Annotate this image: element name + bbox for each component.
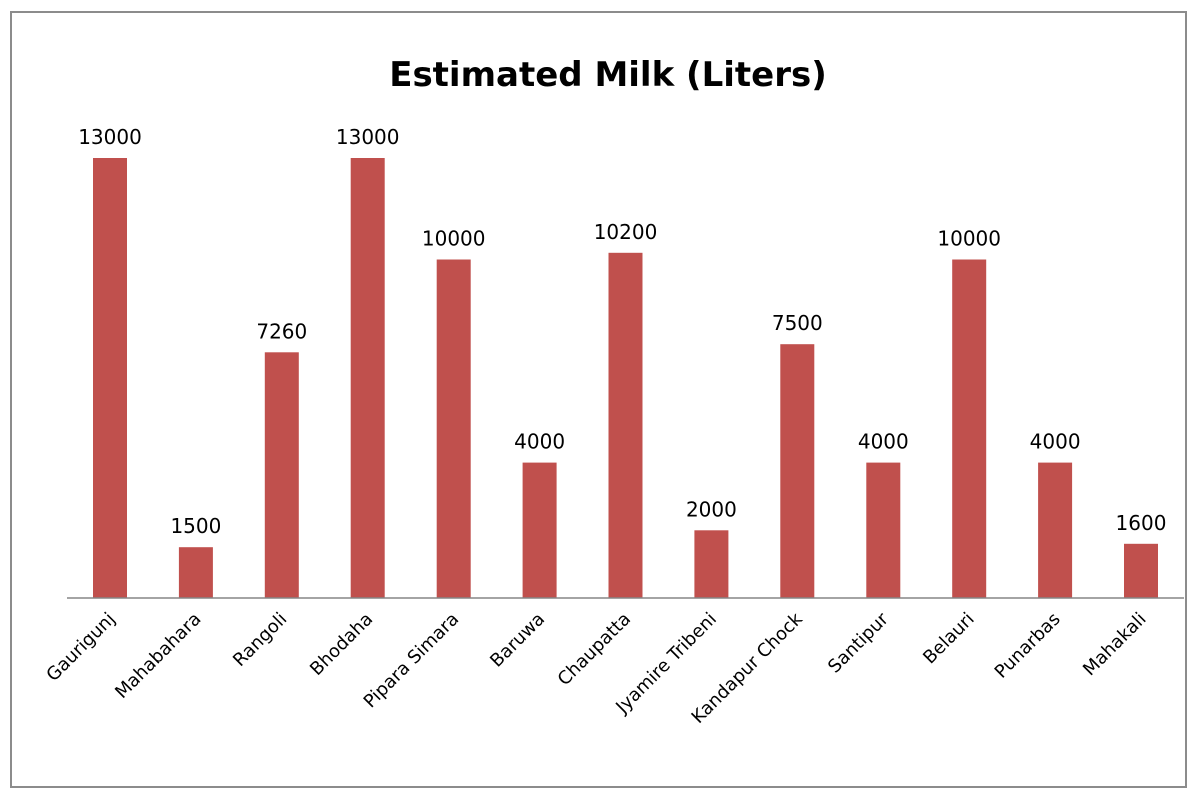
value-label-6: 10200	[594, 220, 658, 244]
category-label-12: Mahakali	[1079, 609, 1151, 681]
category-label-9: Santipur	[824, 608, 893, 677]
value-label-2: 7260	[256, 319, 307, 343]
bar-4	[436, 259, 471, 598]
chart-frame	[10, 11, 1187, 788]
bar-3	[350, 158, 385, 598]
category-label-3: Bhodaha	[306, 609, 377, 680]
category-label-0: Gaurigunj	[42, 609, 119, 686]
category-label-11: Punarbas	[991, 609, 1065, 683]
chart-title: Estimated Milk (Liters)	[389, 55, 827, 95]
bar-11	[1038, 462, 1073, 598]
bar-5	[522, 462, 557, 598]
bars-group	[93, 158, 1158, 599]
value-label-9: 4000	[858, 430, 909, 454]
value-label-12: 1600	[1116, 511, 1167, 535]
category-label-2: Rangoli	[229, 609, 291, 671]
bar-9	[866, 462, 901, 598]
value-labels-group: 13000 1500 7260 13000 10000 4000 10200 2000 7500…	[78, 125, 1166, 538]
category-label-10: Belauri	[919, 609, 979, 669]
bar-6	[608, 252, 643, 599]
bar-12	[1124, 543, 1158, 598]
value-label-3: 13000	[336, 125, 400, 149]
bar-8	[780, 344, 815, 598]
value-label-1: 1500	[170, 514, 221, 538]
category-label-5: Baruwa	[486, 609, 549, 672]
bar-0	[93, 158, 127, 598]
value-label-5: 4000	[514, 430, 565, 454]
bar-7	[694, 530, 729, 598]
category-label-1: Mahabahara	[111, 609, 205, 703]
value-label-4: 10000	[422, 227, 486, 251]
value-label-11: 4000	[1030, 430, 1081, 454]
category-label-6: Chaupatta	[554, 609, 635, 690]
bar-10	[952, 259, 987, 598]
value-label-10: 10000	[937, 227, 1001, 251]
bar-1	[178, 547, 213, 598]
value-label-7: 2000	[686, 497, 737, 521]
bar-2	[264, 352, 299, 598]
value-label-8: 7500	[772, 311, 823, 335]
value-label-0: 13000	[78, 125, 142, 149]
